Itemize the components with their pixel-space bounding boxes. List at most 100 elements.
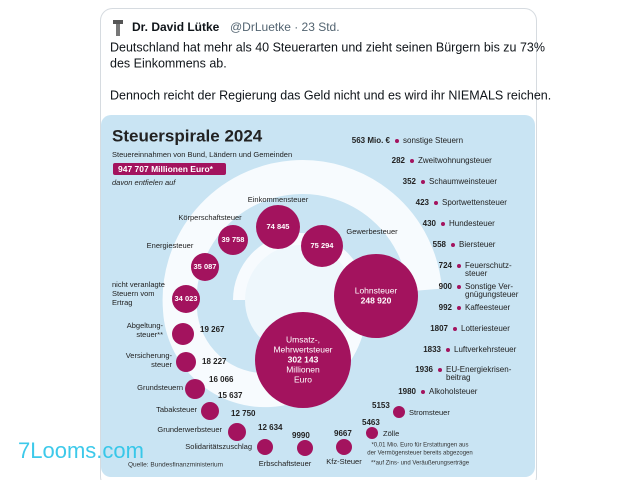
bubble-unit: Millionen bbox=[286, 364, 320, 374]
bubble-value: 75 294 bbox=[311, 241, 335, 250]
list-dot bbox=[446, 348, 450, 352]
bubble-value: 9667 bbox=[334, 429, 352, 438]
bubble-value: 74 845 bbox=[267, 222, 290, 231]
list-label: beitrag bbox=[446, 373, 470, 382]
tweet-meta: @DrLuetke · 23 Std. bbox=[230, 20, 340, 34]
list-value: 558 bbox=[433, 240, 447, 249]
bubble-label: Stromsteuer bbox=[409, 408, 450, 417]
bubble-label: Gewerbesteuer bbox=[346, 227, 398, 236]
bubble-unit: Euro bbox=[294, 374, 312, 384]
bubble-value: 248 920 bbox=[361, 295, 392, 305]
bubble-value: 12 750 bbox=[231, 409, 256, 418]
bubble-value: 12 634 bbox=[258, 423, 283, 432]
list-dot bbox=[457, 306, 461, 310]
list-label: steuer bbox=[465, 269, 488, 278]
bubble-label: Kfz-Steuer bbox=[326, 457, 362, 466]
bubble bbox=[185, 379, 205, 399]
list-value: 1807 bbox=[430, 324, 448, 333]
bubble bbox=[255, 312, 351, 408]
list-dot bbox=[451, 243, 455, 247]
bubble-label: Körperschaftsteuer bbox=[178, 213, 242, 222]
bubble-label: Tabaksteuer bbox=[156, 405, 197, 414]
list-label: Sonstige Ver- bbox=[465, 282, 513, 291]
tweet-text: Deutschland hat mehr als 40 Steuerarten … bbox=[110, 40, 545, 54]
list-label: Biersteuer bbox=[459, 240, 496, 249]
bubble-value: 302 143 bbox=[288, 354, 319, 364]
note: davon entfielen auf bbox=[112, 178, 176, 187]
list-value: 430 bbox=[423, 219, 437, 228]
subtitle: Steuereinnahmen von Bund, Ländern und Ge… bbox=[112, 150, 292, 159]
bubble bbox=[191, 253, 219, 281]
footnote: **auf Zins- und Veräußerungserträge bbox=[371, 461, 470, 467]
bubble-value: 18 227 bbox=[202, 357, 227, 366]
bubble bbox=[201, 402, 219, 420]
bubble bbox=[257, 439, 273, 455]
list-label: gnügungsteuer bbox=[465, 290, 519, 299]
list-label: Feuerschutz- bbox=[465, 261, 512, 270]
bubble-label: Erbschaftsteuer bbox=[259, 459, 312, 468]
bubble bbox=[228, 423, 246, 441]
list-value: 724 bbox=[439, 261, 453, 270]
list-value: 282 bbox=[392, 156, 406, 165]
list-dot bbox=[421, 390, 425, 394]
list-value: 352 bbox=[403, 177, 417, 186]
list-dot bbox=[438, 368, 442, 372]
bubble-label: Umsatz-, bbox=[286, 334, 320, 344]
title: Steuerspirale 2024 bbox=[112, 126, 263, 145]
bubble-value: 9990 bbox=[292, 431, 310, 440]
bubble bbox=[172, 323, 194, 345]
list-value: 1936 bbox=[415, 365, 433, 374]
bubble-value: 15 637 bbox=[218, 391, 243, 400]
list-dot bbox=[457, 264, 461, 268]
bubbles: 74 845 Einkommensteuer 39 758 Körperschafts… bbox=[112, 136, 519, 468]
bubble-label: Grunderwerbsteuer bbox=[157, 425, 222, 434]
bubble bbox=[301, 225, 343, 267]
bubble-value: 19 267 bbox=[200, 325, 225, 334]
bubble-value: 5463 bbox=[362, 418, 380, 427]
bubble-label: nicht veranlagte bbox=[112, 280, 165, 289]
bubble bbox=[172, 285, 200, 313]
bubble-label: Ertrag bbox=[112, 298, 132, 307]
author[interactable]: Dr. David Lütke bbox=[132, 20, 220, 34]
total-box bbox=[113, 163, 226, 175]
bubble bbox=[334, 254, 418, 338]
list-label: Schaumweinsteuer bbox=[429, 177, 497, 186]
list-label: Lotteriesteuer bbox=[461, 324, 510, 333]
list-value: 1980 bbox=[398, 387, 416, 396]
list-dot bbox=[441, 222, 445, 226]
bubble bbox=[366, 427, 378, 439]
list-dot bbox=[421, 180, 425, 184]
bubble-label: Energiesteuer bbox=[147, 241, 194, 250]
bubble-value: 35 087 bbox=[194, 262, 217, 271]
tweet-text: des Einkommens ab. bbox=[110, 56, 227, 70]
bubble bbox=[393, 406, 405, 418]
list-label: Kaffeesteuer bbox=[465, 303, 511, 312]
list-label: EU-Energiekrisen- bbox=[446, 365, 512, 374]
list-label: Sportwettensteuer bbox=[442, 198, 507, 207]
list-value: 900 bbox=[439, 282, 453, 291]
list-dot bbox=[395, 139, 399, 143]
bubble bbox=[256, 205, 300, 249]
bubble bbox=[176, 352, 196, 372]
avatar bbox=[113, 20, 123, 36]
list-label: Zweitwohnungsteuer bbox=[418, 156, 492, 165]
bubble-label: Steuern vom bbox=[112, 289, 155, 298]
tweet-text: Dennoch reicht der Regierung das Geld ni… bbox=[110, 88, 551, 102]
bubble-label: steuer bbox=[151, 360, 172, 369]
footnote: der Vermögensteuer bereits abgezogen bbox=[367, 451, 472, 457]
bubble-value: 5153 bbox=[372, 401, 390, 410]
bubble-label: Einkommensteuer bbox=[248, 195, 309, 204]
list-label: Luftverkehrsteuer bbox=[454, 345, 517, 354]
footnote: *0,01 Mio. Euro für Erstattungen aus bbox=[371, 443, 468, 449]
source: Quelle: Bundesfinanzministerium bbox=[128, 462, 223, 469]
list-label: Alkoholsteuer bbox=[429, 387, 478, 396]
list-dot bbox=[457, 285, 461, 289]
bubble-label: Abgeltung- bbox=[127, 321, 164, 330]
bubble-label: Zölle bbox=[383, 429, 399, 438]
watermark: 7Looms.com bbox=[18, 438, 144, 463]
bubble-label: Mehrwertsteuer bbox=[273, 344, 332, 354]
list-value: 563 Mio. € bbox=[352, 136, 391, 145]
bubble-value: 39 758 bbox=[222, 235, 245, 244]
bubble bbox=[336, 439, 352, 455]
